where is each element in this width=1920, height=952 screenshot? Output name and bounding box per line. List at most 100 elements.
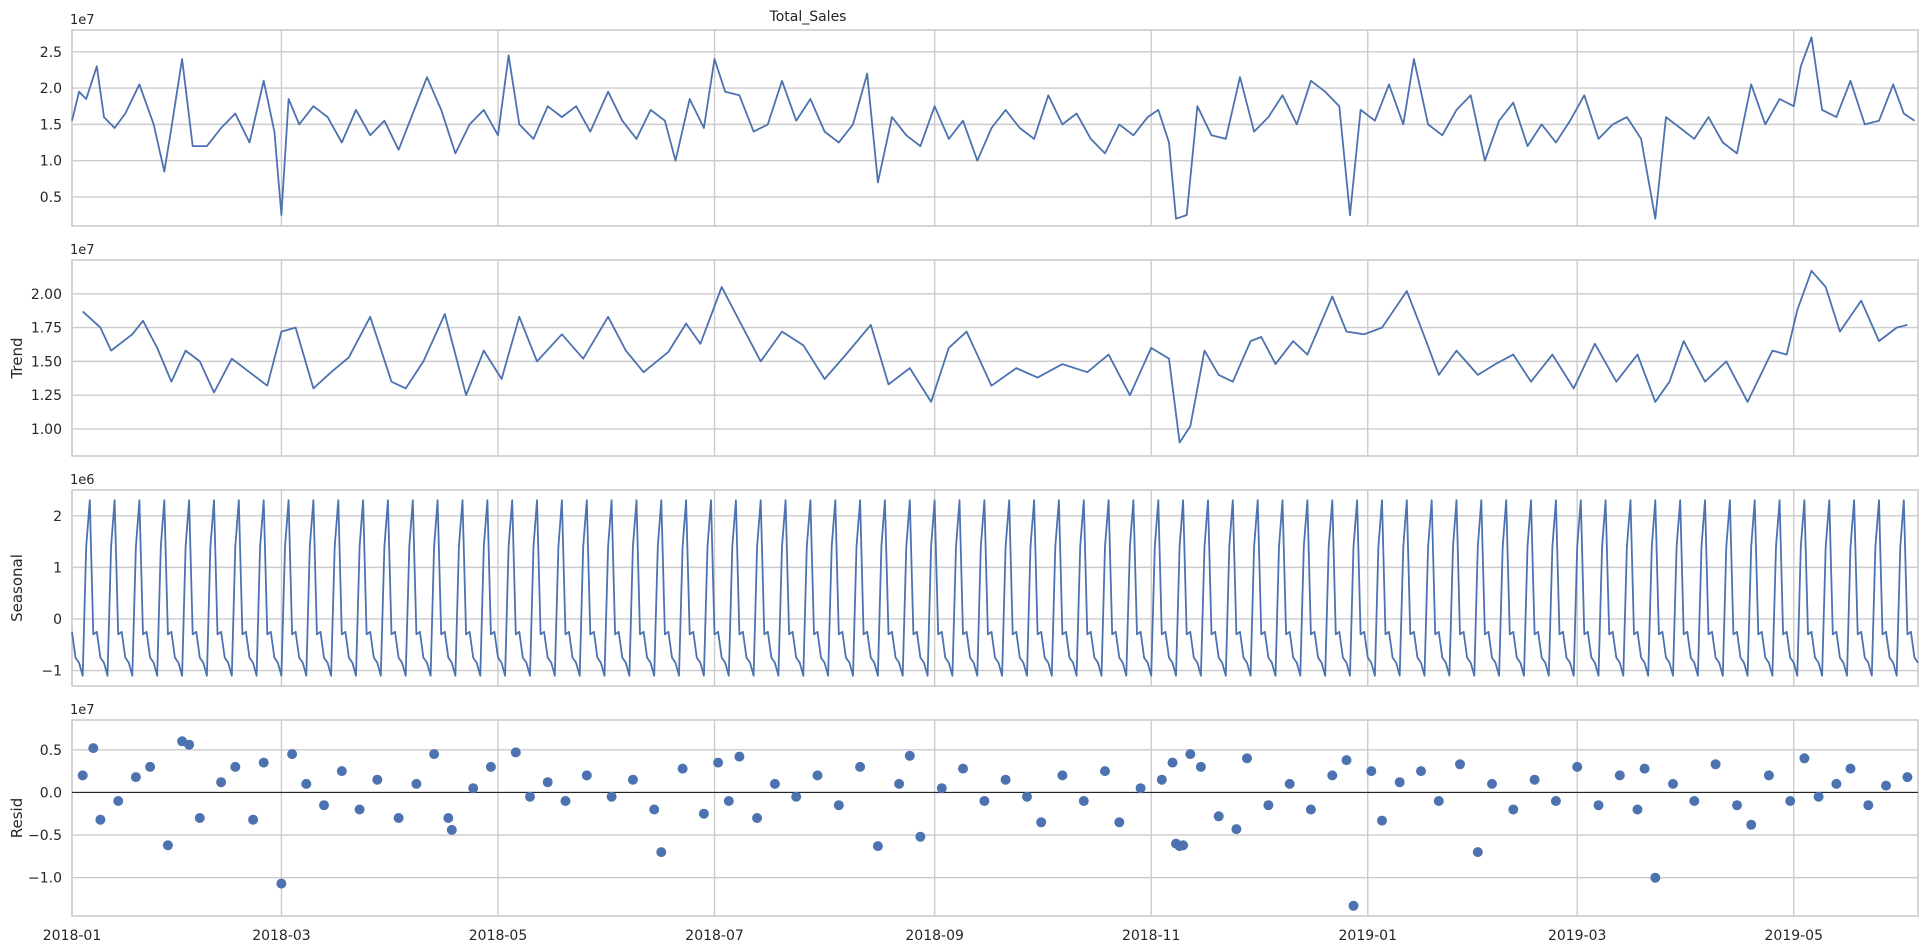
trend-series-line: [82, 269, 1908, 444]
resid-point: [1572, 761, 1583, 772]
x-tick-label: 2019-01: [1339, 928, 1398, 944]
axes-frame: [71, 29, 1919, 227]
resid-point: [904, 750, 915, 761]
resid-point: [1710, 759, 1721, 770]
axes-frame: [71, 489, 1919, 687]
resid-point: [1263, 800, 1274, 811]
resid-point: [1185, 749, 1196, 760]
resid-point: [130, 772, 141, 783]
resid-point: [872, 841, 883, 852]
resid-point: [1078, 796, 1089, 806]
resid-point: [1366, 766, 1377, 777]
resid-point: [791, 791, 802, 802]
resid-point: [525, 791, 535, 802]
resid-point: [1487, 778, 1497, 789]
resid-point: [1377, 815, 1387, 826]
y-axis-label: Trend: [8, 337, 26, 379]
y-tick-label: 0.5: [40, 743, 62, 759]
x-tick-label: 2019-03: [1548, 928, 1607, 944]
observed-series-line: [71, 36, 1916, 220]
resid-point: [1416, 766, 1426, 777]
resid-point: [319, 800, 329, 811]
y-tick-label: 1: [53, 560, 62, 576]
resid-point: [443, 813, 454, 823]
resid-point: [145, 761, 156, 772]
resid-point: [713, 757, 724, 768]
resid-point: [1614, 770, 1625, 781]
x-tick-label: 2018-01: [43, 928, 102, 944]
resid-point: [95, 814, 106, 825]
resid-point: [958, 763, 968, 774]
resid-point: [698, 808, 709, 819]
resid-point: [1881, 780, 1891, 791]
y-tick-label: −0.5: [28, 828, 62, 844]
resid-point: [1178, 840, 1189, 851]
resid-point: [77, 770, 88, 781]
resid-point: [1746, 819, 1757, 830]
axis-offset-label: 1e6: [70, 473, 95, 488]
figure-title: Total_Sales: [769, 9, 847, 25]
resid-point: [855, 761, 866, 772]
resid-point: [336, 766, 347, 777]
panel-trend: 1.00 1.25 1.50 1.75 2.00 1e7 Trend: [8, 243, 1919, 457]
resid-point: [1341, 755, 1352, 766]
resid-point: [372, 774, 383, 785]
resid-point: [915, 831, 926, 842]
x-tick-label: 2019-05: [1765, 928, 1824, 944]
resid-point: [677, 763, 688, 774]
x-tick-label: 2018-03: [252, 928, 311, 944]
resid-point: [1763, 770, 1774, 781]
y-tick-label: 2.00: [31, 287, 62, 303]
x-tick-label: 2018-07: [685, 928, 744, 944]
resid-point: [1529, 774, 1540, 785]
resid-point: [485, 761, 496, 772]
resid-point: [1650, 872, 1661, 883]
y-tick-label: 0: [53, 612, 62, 628]
y-axis-label: Resid: [8, 798, 26, 838]
resid-point: [287, 749, 298, 760]
resid-point: [1455, 759, 1465, 770]
panel-seasonal: −1 0 1 2 1e6 Seasonal: [8, 473, 1919, 687]
y-tick-label: 1.25: [31, 388, 62, 404]
resid-point: [1242, 753, 1252, 764]
panel-resid: −1.0 −0.5 0.0 0.5 1e7 Resid 2018-01 2018-03 2018…: [8, 703, 1919, 944]
resid-point: [1327, 770, 1338, 781]
resid-point: [1799, 753, 1810, 764]
resid-point: [542, 777, 553, 788]
resid-point: [627, 774, 638, 785]
resid-point: [1689, 796, 1700, 806]
resid-point: [1000, 774, 1011, 785]
resid-point: [649, 804, 660, 815]
resid-point: [1863, 800, 1874, 811]
resid-point: [1213, 811, 1224, 822]
resid-point: [1156, 774, 1167, 785]
resid-point: [248, 814, 259, 825]
y-tick-label: 1.00: [31, 422, 62, 438]
resid-point: [1284, 778, 1295, 789]
resid-point: [1057, 770, 1068, 781]
x-tick-label: 2018-09: [905, 928, 964, 944]
y-axis-label: Seasonal: [8, 554, 26, 622]
axis-offset-label: 1e7: [70, 13, 95, 28]
resid-point: [1550, 796, 1561, 806]
y-tick-label: 2.0: [40, 81, 62, 97]
y-tick-label: 1.5: [40, 117, 62, 133]
y-tick-label: 1.50: [31, 354, 62, 370]
x-tick-label: 2018-05: [469, 928, 528, 944]
y-tick-label: −1.0: [28, 871, 62, 887]
resid-point: [1022, 791, 1032, 802]
resid-point: [936, 783, 947, 794]
resid-point: [1831, 778, 1842, 789]
y-tick-label: 2.5: [40, 45, 62, 61]
resid-point: [723, 796, 734, 806]
resid-point: [1632, 804, 1643, 815]
resid-point: [1036, 817, 1047, 828]
resid-point: [1668, 778, 1678, 789]
resid-point: [606, 791, 617, 802]
y-tick-label: 0.5: [40, 190, 62, 206]
resid-point: [446, 824, 457, 835]
resid-point: [1394, 777, 1405, 788]
resid-point: [812, 770, 823, 781]
resid-point: [979, 796, 990, 806]
